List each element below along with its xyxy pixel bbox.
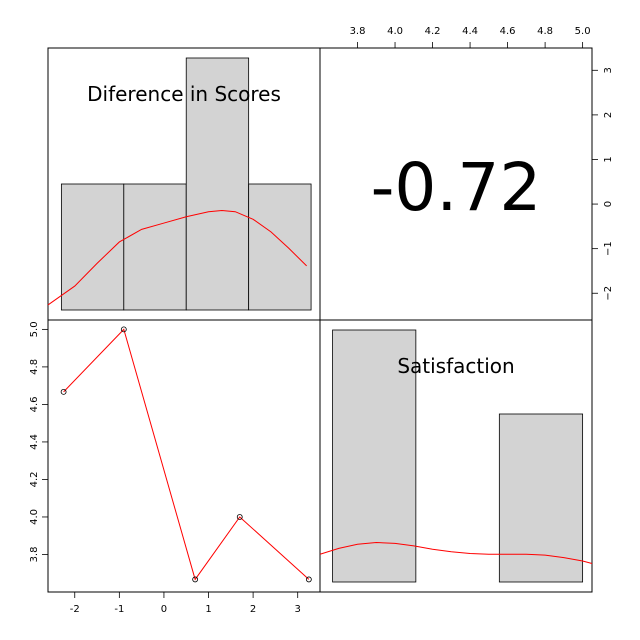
x-bottom-tick-label-0: -2	[70, 604, 80, 615]
y-left-tick-label-3: 4.4	[29, 434, 40, 450]
scatter-point-2	[192, 576, 199, 583]
y-right-tick-label-0: −2	[603, 286, 614, 301]
x-top-tick-label-4: 4.6	[500, 26, 516, 37]
x-top-tick-label-5: 4.8	[537, 26, 553, 37]
hist-sat-bar-2	[498, 413, 584, 583]
hist-diff-bar-2	[185, 57, 250, 311]
y-left-tick-label-6: 5.0	[29, 321, 40, 337]
scatter-point-3	[236, 514, 243, 520]
y-left-tick-label-2: 4.2	[29, 471, 40, 487]
x-bottom-tick-label-2: 0	[161, 604, 167, 615]
y-right-tick-label-1: −1	[603, 241, 614, 256]
y-right-tick-label-4: 2	[603, 112, 614, 118]
panel-bottom-right-frame	[319, 319, 593, 593]
x-top-tick-label-3: 4.4	[462, 26, 478, 37]
y-left-tick-label-0: 3.8	[29, 547, 40, 563]
y-right-tick-label-3: 1	[603, 156, 614, 162]
y-right-tick-label-5: 3	[603, 67, 614, 73]
x-top-tick-label-2: 4.2	[425, 26, 441, 37]
density-diff-line	[47, 209, 307, 306]
hist-diff-bar-3	[248, 183, 312, 311]
variable-title-difference: Diference in Scores	[87, 82, 281, 106]
hist-diff-bar-1	[123, 183, 187, 311]
hist-sat-bar-0	[332, 329, 417, 583]
x-top-tick-label-6: 5.0	[575, 26, 591, 37]
correlation-value: -0.72	[371, 149, 542, 226]
x-bottom-tick-label-5: 3	[295, 604, 301, 615]
scatter-point-1	[120, 326, 127, 333]
y-left-tick-label-1: 4.0	[29, 509, 40, 525]
scatter-point-4	[305, 576, 312, 583]
variable-title-satisfaction: Satisfaction	[397, 354, 514, 378]
panel-bottom-left-frame	[47, 319, 321, 593]
y-left-tick-label-4: 4.6	[29, 396, 40, 412]
scatter-smoother-line	[63, 328, 310, 581]
y-left-tick-label-5: 4.8	[29, 359, 40, 375]
x-top-tick-label-0: 3.8	[350, 26, 366, 37]
x-bottom-tick-label-1: -1	[114, 604, 124, 615]
density-sat-line	[319, 542, 593, 565]
x-bottom-tick-label-3: 1	[205, 604, 211, 615]
y-right-tick-label-2: 0	[603, 201, 614, 207]
x-top-tick-label-1: 4.0	[387, 26, 403, 37]
scatter-point-0	[60, 388, 67, 395]
x-bottom-tick-label-4: 2	[250, 604, 256, 615]
